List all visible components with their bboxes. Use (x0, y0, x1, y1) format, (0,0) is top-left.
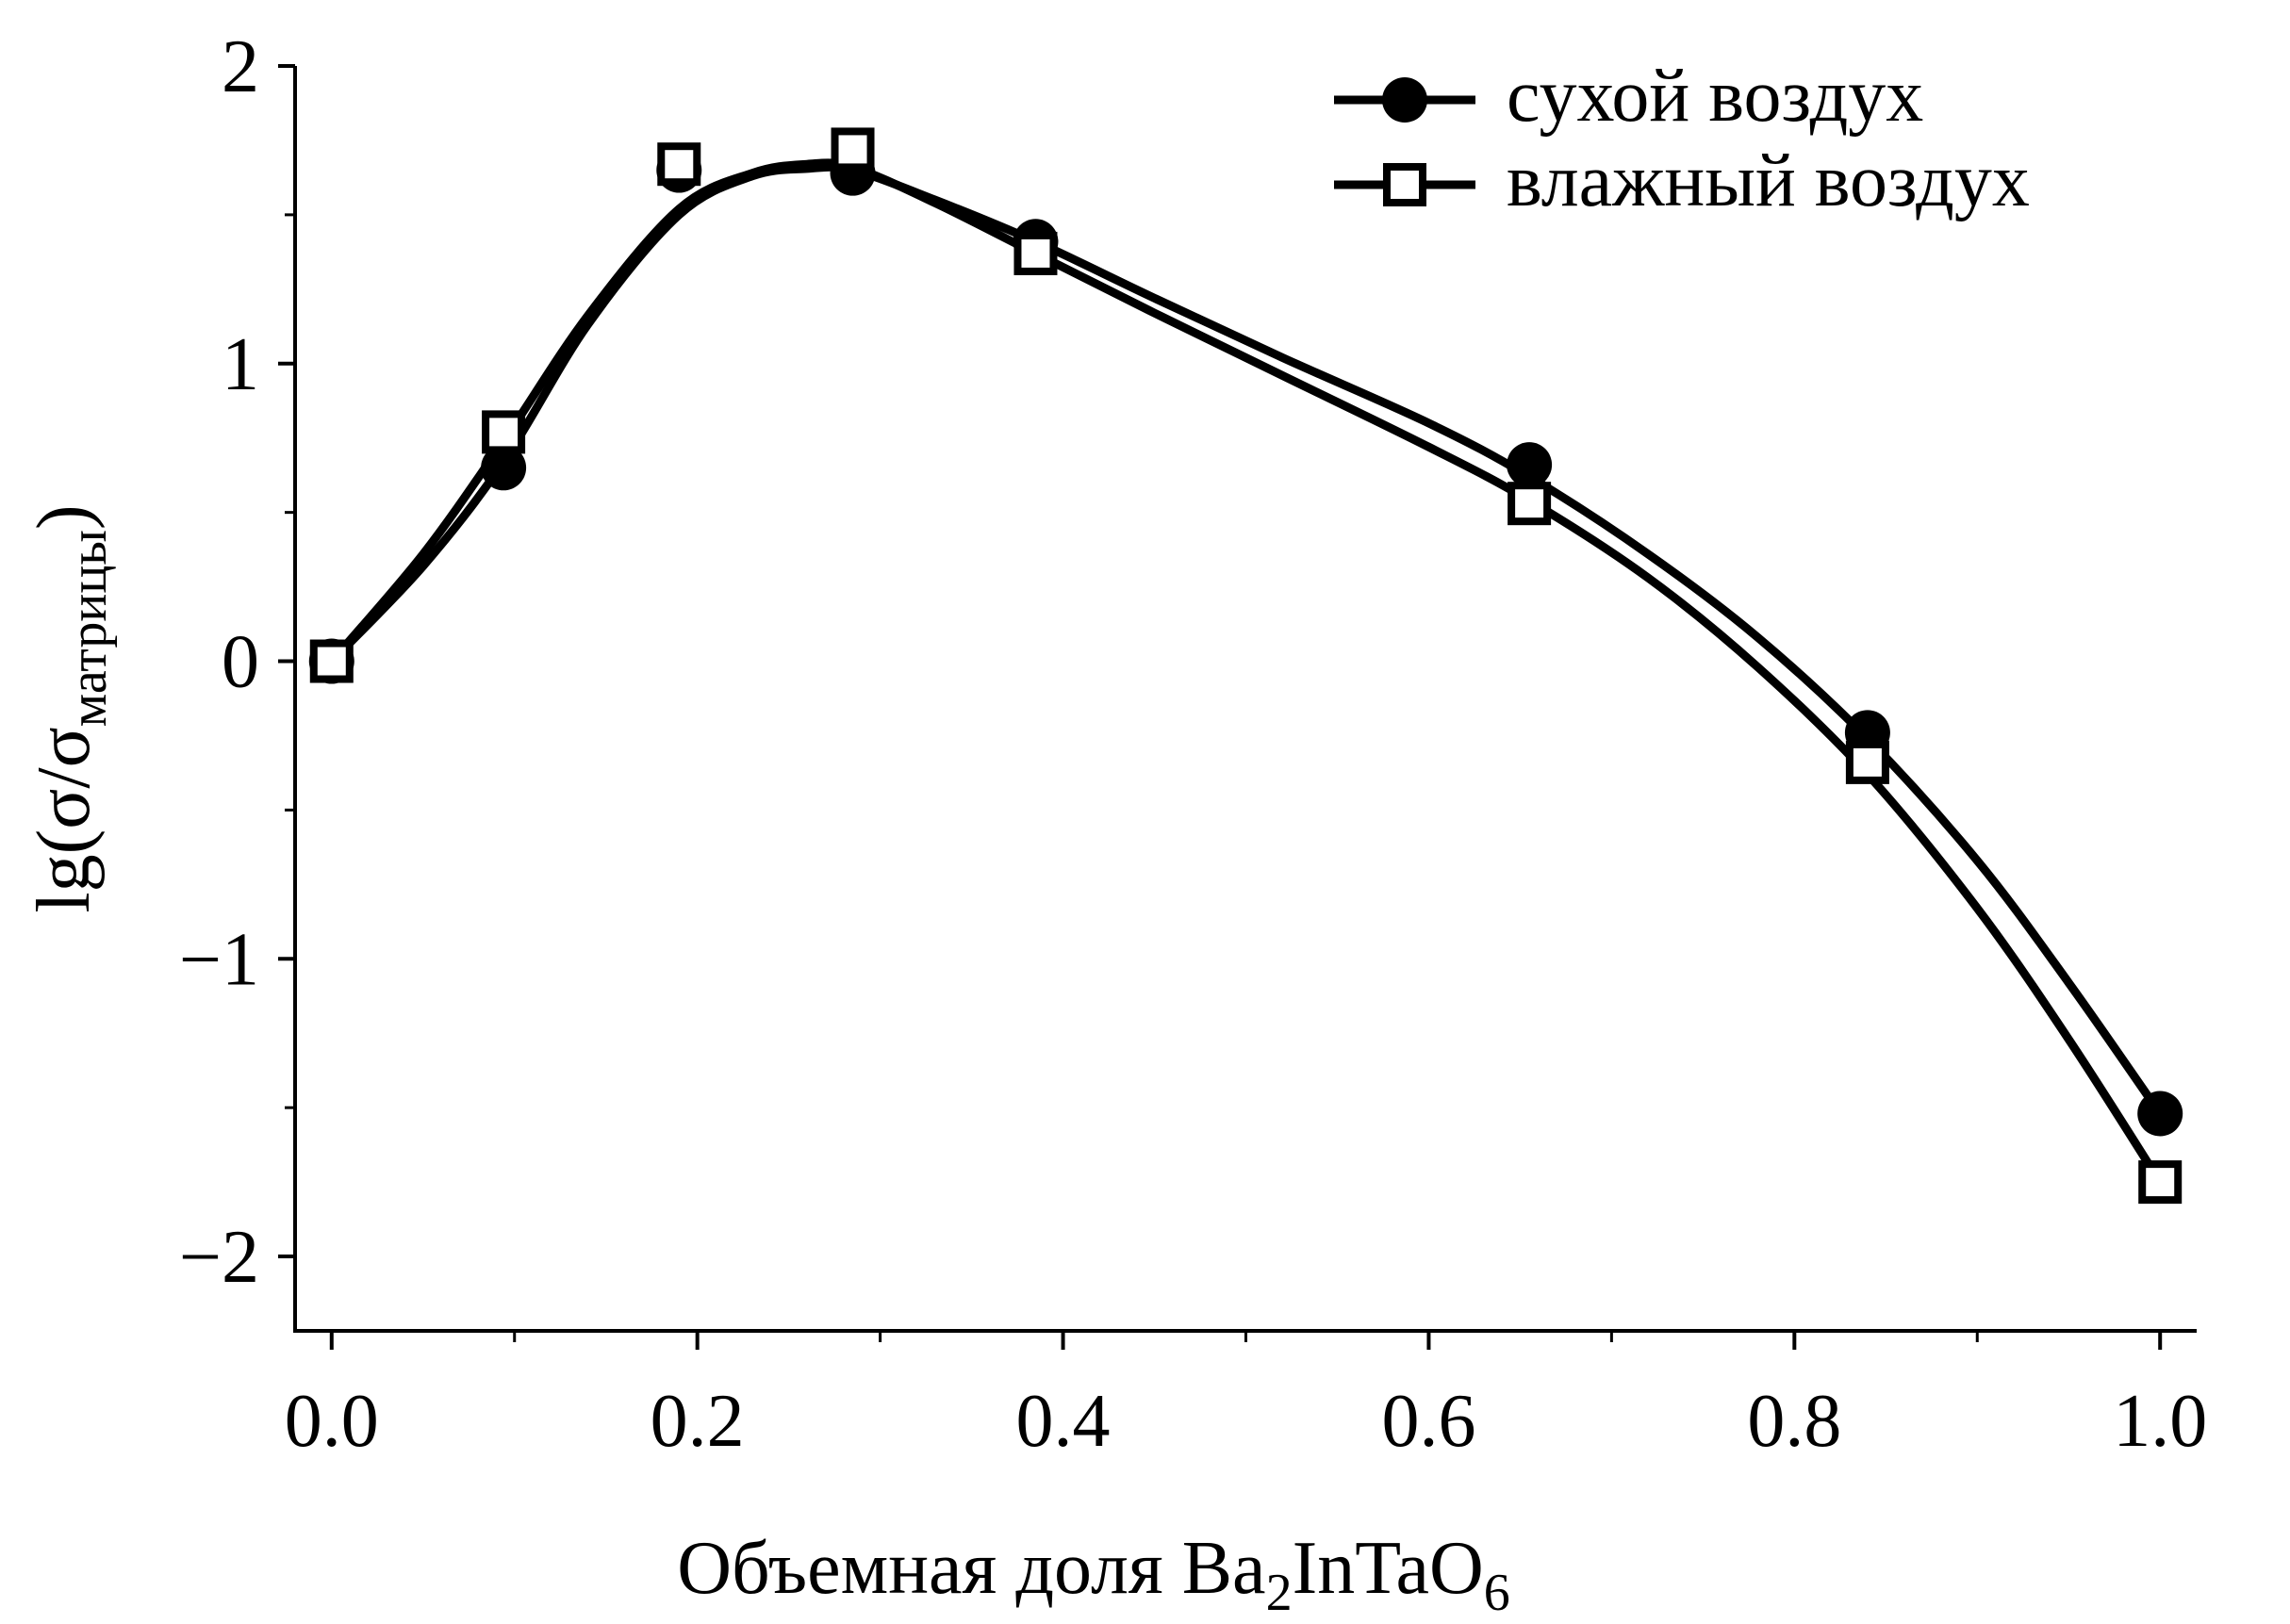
y-tick-label: −2 (179, 1216, 259, 1299)
data-point-humid-air (831, 127, 875, 172)
data-point-humid-air (657, 142, 701, 187)
legend: сухой воздух влажный воздух (1334, 55, 2030, 222)
y-ticks: 2 1 0 −1 −2 (179, 25, 295, 1299)
legend-marker-dry-air (1382, 77, 1427, 123)
data-point-dry-air (1507, 442, 1553, 488)
data-point-humid-air (309, 639, 354, 683)
x-tick-label: 0.6 (1381, 1380, 1475, 1463)
data-point-humid-air (1845, 740, 1889, 784)
x-ticks: 0.0 0.2 0.4 0.6 0.8 1.0 (285, 1331, 2207, 1463)
x-tick-label: 1.0 (2113, 1380, 2207, 1463)
x-tick-label: 0.2 (651, 1380, 745, 1463)
x-axis-title: Объемная доля Ba2InTaO6 (677, 1527, 1510, 1622)
series-markers (308, 127, 2183, 1205)
data-point-dry-air (481, 445, 527, 491)
y-tick-label: 1 (222, 323, 259, 406)
series-line-dry-air (327, 162, 2165, 1118)
y-tick-label: 2 (222, 25, 259, 108)
legend-label-humid-air: влажный воздух (1507, 139, 2030, 222)
data-point-humid-air (1013, 231, 1058, 275)
series-line-humid-air (327, 158, 2165, 1187)
data-point-humid-air (482, 410, 526, 454)
data-point-dry-air (2137, 1091, 2183, 1137)
y-axis-title: lg(σ/σматрицы) (23, 504, 118, 912)
plot-area: 2 1 0 −1 −2 0.0 0.2 0.4 0.6 0.8 1.0 (179, 25, 2207, 1463)
data-point-humid-air (2138, 1160, 2183, 1205)
legend-label-dry-air: сухой воздух (1507, 55, 1923, 138)
legend-marker-humid-air (1383, 163, 1426, 206)
x-tick-label: 0.4 (1016, 1380, 1111, 1463)
x-tick-label: 0.0 (285, 1380, 379, 1463)
series-curves (327, 158, 2165, 1187)
y-tick-label: −1 (179, 918, 259, 1001)
data-point-humid-air (1507, 482, 1552, 526)
legend-item-dry-air: сухой воздух (1334, 55, 1923, 138)
legend-item-humid-air: влажный воздух (1334, 139, 2030, 222)
y-tick-label: 0 (222, 621, 259, 704)
x-tick-label: 0.8 (1747, 1380, 1841, 1463)
